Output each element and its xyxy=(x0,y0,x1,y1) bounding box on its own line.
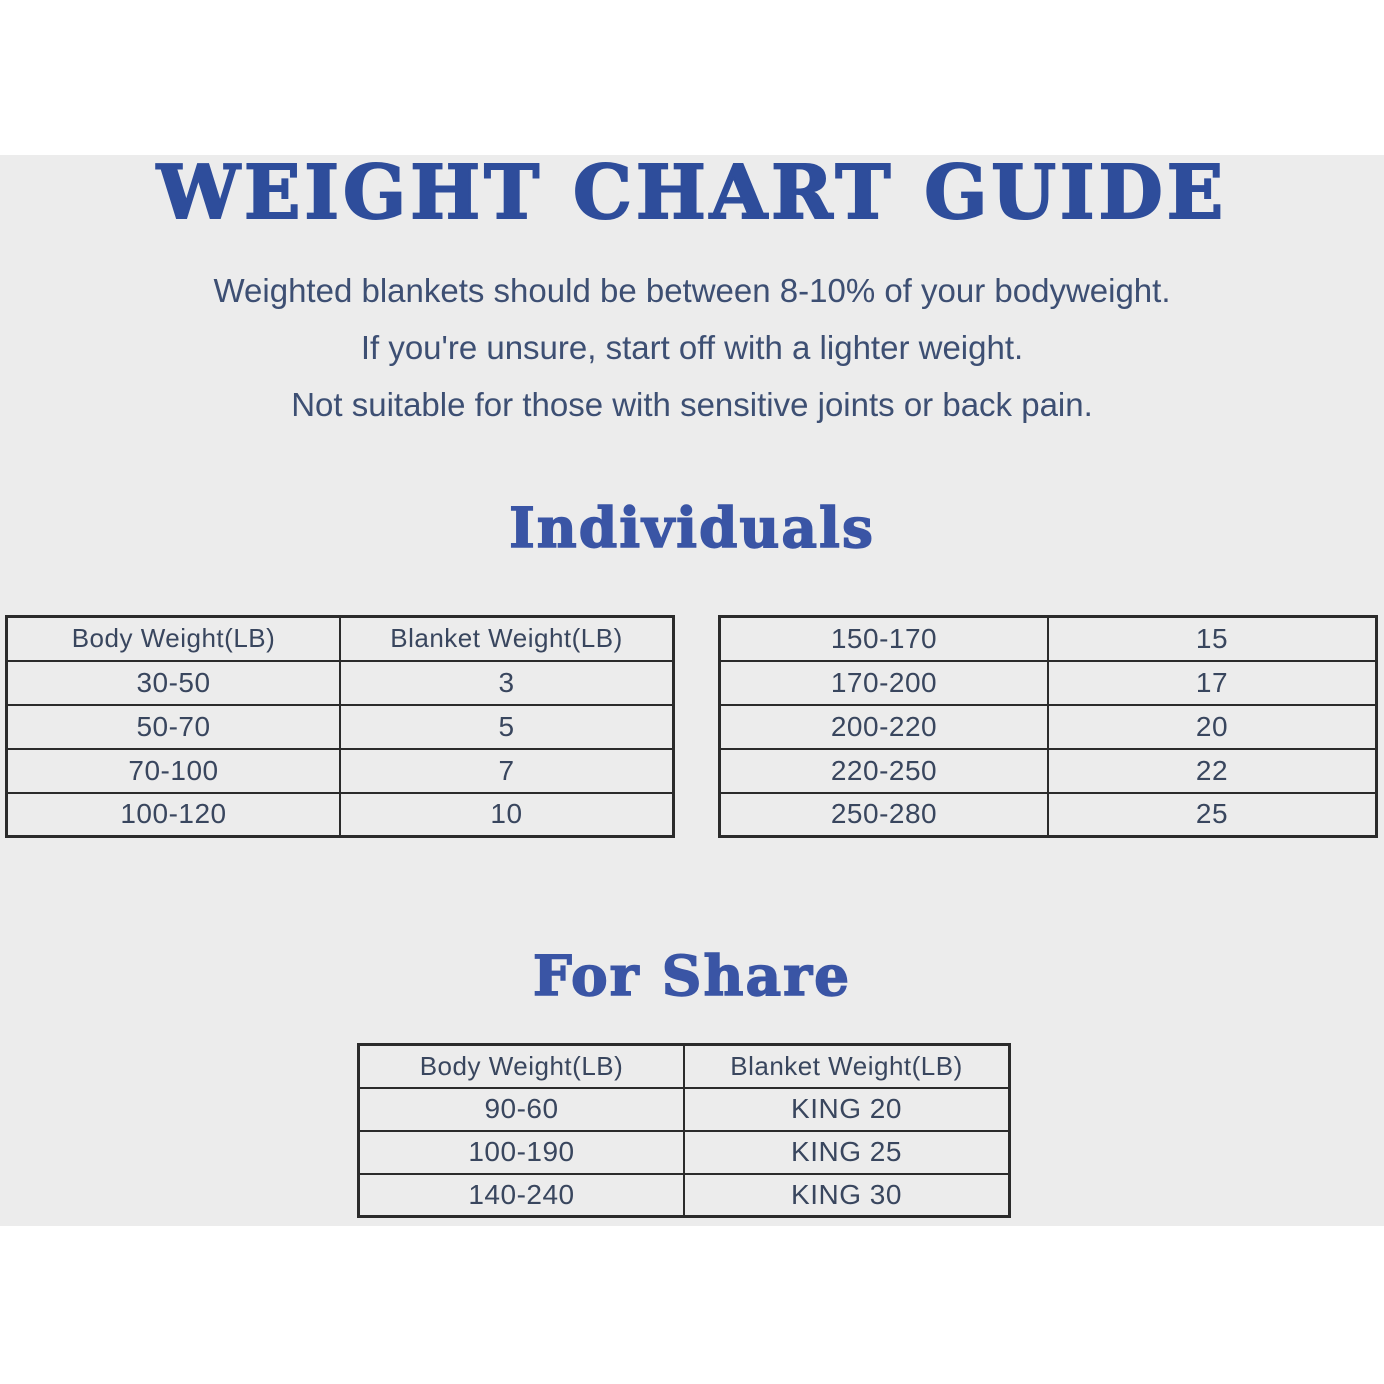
table-cell: 100-190 xyxy=(357,1129,685,1175)
table-cell: 17 xyxy=(1047,659,1378,706)
table-row: 100-120 10 xyxy=(5,791,675,838)
table-cell: 220-250 xyxy=(718,747,1049,794)
column-header: Body Weight(LB) xyxy=(357,1043,685,1089)
table-row: 70-100 7 xyxy=(5,747,675,794)
table-cell: 70-100 xyxy=(5,747,341,794)
table-row: 100-190 KING 25 xyxy=(357,1129,1011,1175)
table-cell: 25 xyxy=(1047,791,1378,838)
table-cell: 7 xyxy=(339,747,675,794)
table-cell: 30-50 xyxy=(5,659,341,706)
subtitle-line-2: If you're unsure, start off with a light… xyxy=(360,329,1024,366)
table-row: 250-280 25 xyxy=(718,791,1378,838)
table-row: 220-250 22 xyxy=(718,747,1378,794)
table-cell: KING 20 xyxy=(683,1086,1011,1132)
table-cell: 150-170 xyxy=(718,615,1049,662)
for-share-table: Body Weight(LB) Blanket Weight(LB) 90-60 KI… xyxy=(357,1043,1011,1218)
subtitle-line-3: Not suitable for those with sensitive jo… xyxy=(291,386,1093,423)
page-title: WEIGHT CHART GUIDE xyxy=(156,149,1228,237)
table-row: 90-60 KING 20 xyxy=(357,1086,1011,1132)
table-row: 50-70 5 xyxy=(5,703,675,750)
individuals-left-table: Body Weight(LB) Blanket Weight(LB) 30-50 3 5… xyxy=(5,615,675,838)
table-cell: 140-240 xyxy=(357,1172,685,1218)
table-cell: KING 25 xyxy=(683,1129,1011,1175)
table-cell: 170-200 xyxy=(718,659,1049,706)
table-row: 30-50 3 xyxy=(5,659,675,706)
for-share-section-heading: For Share xyxy=(532,942,852,1009)
subtitle-line-1: Weighted blankets should be between 8-10… xyxy=(213,272,1171,309)
table-cell: 20 xyxy=(1047,703,1378,750)
table-cell: 5 xyxy=(339,703,675,750)
table-row: 140-240 KING 30 xyxy=(357,1172,1011,1218)
subtitle: Weighted blankets should be between 8-10… xyxy=(0,262,1384,433)
table-cell: 10 xyxy=(339,791,675,838)
table-row: 200-220 20 xyxy=(718,703,1378,750)
table-cell: KING 30 xyxy=(683,1172,1011,1218)
table-cell: 100-120 xyxy=(5,791,341,838)
table-row: 150-170 15 xyxy=(718,615,1378,662)
table-cell: 250-280 xyxy=(718,791,1049,838)
table-cell: 90-60 xyxy=(357,1086,685,1132)
table-cell: 200-220 xyxy=(718,703,1049,750)
column-header: Blanket Weight(LB) xyxy=(683,1043,1011,1089)
table-row: 170-200 17 xyxy=(718,659,1378,706)
individuals-right-table: 150-170 15 170-200 17 200-220 20 220-250 22 250-… xyxy=(718,615,1378,838)
table-cell: 15 xyxy=(1047,615,1378,662)
table-header-row: Body Weight(LB) Blanket Weight(LB) xyxy=(5,615,675,662)
table-header-row: Body Weight(LB) Blanket Weight(LB) xyxy=(357,1043,1011,1089)
individuals-section-heading: Individuals xyxy=(508,494,875,561)
table-cell: 22 xyxy=(1047,747,1378,794)
table-cell: 50-70 xyxy=(5,703,341,750)
column-header: Blanket Weight(LB) xyxy=(339,615,675,662)
table-cell: 3 xyxy=(339,659,675,706)
column-header: Body Weight(LB) xyxy=(5,615,341,662)
